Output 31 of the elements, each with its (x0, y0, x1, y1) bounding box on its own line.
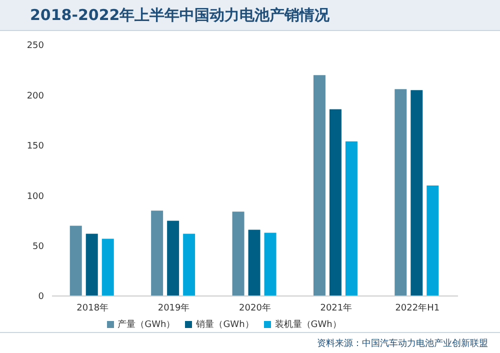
chart-title: 2018-2022年上半年中国动力电池产销情况 (30, 6, 330, 24)
y-tick-label: 200 (26, 91, 44, 102)
y-tick-label: 150 (26, 142, 44, 152)
x-tick-label: 2022年H1 (395, 302, 440, 314)
bar (264, 232, 276, 296)
text: 资料来源：中国汽车动力电池产业创新联盟 (317, 338, 488, 350)
legend-label: 装机量（GWh） (274, 320, 342, 330)
x-tick-label: 2020年 (239, 302, 271, 314)
bar (248, 230, 260, 296)
y-tick-label: 0 (38, 292, 44, 302)
y-tick-label: 250 (26, 41, 44, 52)
x-tick-label: 2018年 (76, 302, 109, 314)
bar (167, 220, 180, 296)
bar (151, 210, 164, 296)
y-tick-label: 50 (32, 242, 44, 252)
bar (183, 234, 196, 296)
bar (394, 89, 407, 296)
bar (102, 238, 114, 296)
x-tick-label: 2019年 (158, 302, 190, 314)
legend-label: 销量（GWh） (196, 320, 254, 330)
bar (426, 186, 439, 296)
bar (313, 75, 326, 296)
bar (345, 141, 358, 296)
bar (232, 212, 244, 296)
bar (70, 226, 82, 296)
legend-label: 产量（GWh） (118, 320, 176, 330)
bar (410, 90, 423, 296)
bar (329, 109, 342, 296)
bar (86, 234, 98, 296)
y-tick-label: 100 (26, 192, 44, 202)
x-tick-label: 2021年 (320, 302, 352, 314)
